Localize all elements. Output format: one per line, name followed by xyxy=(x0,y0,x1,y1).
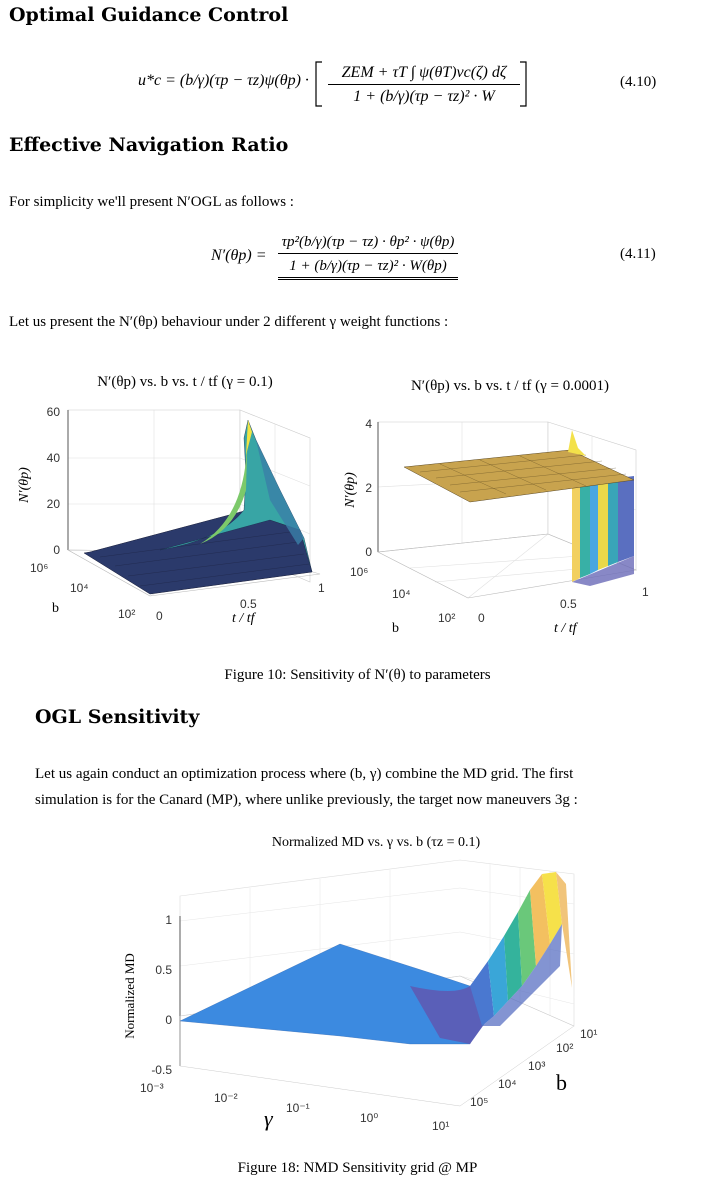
z-tick-0-5: 0.5 xyxy=(155,963,172,977)
equation-4-11-denominator: 1 + (b/γ)(τp − τz)² · W(θp) xyxy=(278,258,458,280)
surface-ribbons xyxy=(572,476,634,586)
section-title-ogl-sensitivity: OGL Sensitivity xyxy=(35,706,200,728)
y-tick-10-1: 10¹ xyxy=(580,1027,597,1041)
z-tick-1: 1 xyxy=(165,913,172,927)
z-tick-40: 40 xyxy=(47,451,61,465)
x-tick-0: 0 xyxy=(156,609,163,623)
x-axis-label: γ xyxy=(264,1106,274,1131)
x-tick-10-1: 10¹ xyxy=(432,1119,449,1133)
x-tick-10-minus-2: 10⁻² xyxy=(214,1091,238,1105)
surface-ridge xyxy=(470,872,572,1026)
x-tick-1: 1 xyxy=(642,585,649,599)
x-tick-1: 1 xyxy=(318,581,325,595)
section-title-effective-navigation-ratio: Effective Navigation Ratio xyxy=(9,134,289,156)
surface-spike xyxy=(568,430,586,456)
y-tick-10-2: 10² xyxy=(556,1041,573,1055)
y-tick-10-4: 10⁴ xyxy=(392,587,411,601)
z-tick-0: 0 xyxy=(53,543,60,557)
equation-4-10-tag: (4.10) xyxy=(620,74,657,90)
z-axis-label: N′(θp) xyxy=(343,472,358,509)
chart-title: N′(θp) vs. b vs. t / tf (γ = 0.1) xyxy=(97,374,273,390)
figure-10-caption: Figure 10: Sensitivity of N′(θ) to param… xyxy=(224,667,491,683)
z-axis-label: N′(θp) xyxy=(17,467,32,504)
y-tick-10-4: 10⁴ xyxy=(498,1077,517,1091)
y-tick-10-5: 10⁵ xyxy=(470,1095,488,1109)
equation-4-10-brackets xyxy=(315,61,527,107)
chart-title: N′(θp) vs. b vs. t / tf (γ = 0.0001) xyxy=(411,378,609,394)
paragraph-optimization-line-1: Let us again conduct an optimization pro… xyxy=(35,766,574,782)
y-tick-10-6: 10⁶ xyxy=(350,565,368,579)
x-tick-10-minus-3: 10⁻³ xyxy=(140,1081,164,1095)
y-tick-10-3: 10³ xyxy=(528,1059,545,1073)
x-tick-10-0: 10⁰ xyxy=(360,1111,378,1125)
x-axis-label: t / tf xyxy=(554,621,579,636)
floor xyxy=(376,533,638,599)
surface-plot-gamma-0-0001: N′(θp) vs. b vs. t / tf (γ = 0.0001) 0 2… xyxy=(343,378,649,636)
x-tick-0: 0 xyxy=(478,611,485,625)
paragraph-present-behaviour: Let us present the N′(θp) behaviour unde… xyxy=(9,314,449,330)
y-tick-10-2: 10² xyxy=(438,611,455,625)
z-tick-0: 0 xyxy=(365,545,372,559)
x-tick-0-5: 0.5 xyxy=(240,597,257,611)
y-tick-10-4: 10⁴ xyxy=(70,581,89,595)
equation-4-10-lhs: u*c = (b/γ)(τp − τz)ψ(θp) · xyxy=(138,72,309,89)
x-tick-0-5: 0.5 xyxy=(560,597,577,611)
chart-title: Normalized MD vs. γ vs. b (τz = 0.1) xyxy=(272,835,481,850)
section-title-optimal-guidance: Optimal Guidance Control xyxy=(9,4,289,26)
equation-4-11-lhs: N′(θp) = xyxy=(211,247,267,264)
equation-4-10-numerator: ZEM + τT ∫ ψ(θT)vc(ζ) dζ xyxy=(328,64,520,85)
equation-4-11-tag: (4.11) xyxy=(620,246,656,262)
z-tick-0: 0 xyxy=(165,1013,172,1027)
equation-4-10-denominator: 1 + (b/γ)(τp − τz)² · W xyxy=(353,88,495,105)
surface-ridge-highlight xyxy=(200,420,248,544)
y-axis-label: b xyxy=(392,621,399,636)
surface-plot-gamma-0-1: N′(θp) vs. b vs. t / tf (γ = 0.1) 0 20 4… xyxy=(17,374,325,626)
surface-plot-normalized-md: Normalized MD vs. γ vs. b (τz = 0.1) -0.… xyxy=(122,835,597,1133)
z-tick-60: 60 xyxy=(47,405,61,419)
paragraph-simplicity: For simplicity we'll present N′OGL as fo… xyxy=(9,194,294,210)
z-tick-20: 20 xyxy=(47,497,61,511)
z-tick-minus-0-5: -0.5 xyxy=(151,1063,172,1077)
y-axis-label: b xyxy=(556,1070,567,1095)
equation-4-11-numerator: τp²(b/γ)(τp − τz) · θp² · ψ(θp) xyxy=(278,234,458,254)
surface-ridge-shade xyxy=(256,440,304,545)
z-axis-label: Normalized MD xyxy=(122,953,137,1039)
y-tick-10-6: 10⁶ xyxy=(30,561,48,575)
surface-valley xyxy=(410,976,490,1044)
y-axis-label: b xyxy=(52,601,59,616)
y-tick-10-2: 10² xyxy=(118,607,135,621)
x-axis-label: t / tf xyxy=(232,611,257,626)
surface-plane xyxy=(403,449,635,503)
z-tick-2: 2 xyxy=(365,481,372,495)
paragraph-optimization-line-2: simulation is for the Canard (MP), where… xyxy=(35,792,578,808)
x-tick-10-minus-1: 10⁻¹ xyxy=(286,1101,310,1115)
surface-peak xyxy=(246,420,252,455)
z-tick-4: 4 xyxy=(365,417,372,431)
figure-18-caption: Figure 18: NMD Sensitivity grid @ MP xyxy=(237,1160,478,1176)
